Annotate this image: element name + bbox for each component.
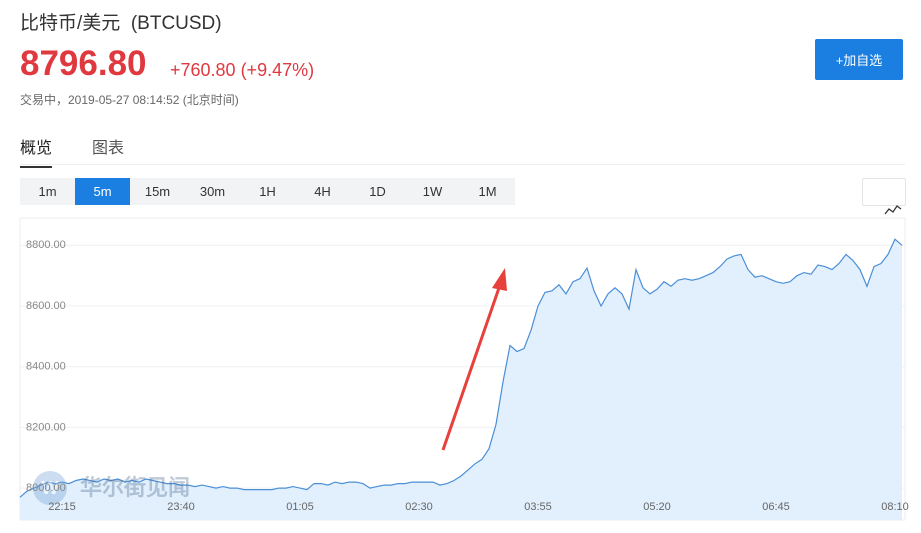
x-tick-label: 05:20 <box>643 501 671 513</box>
interval-button[interactable]: 5m <box>75 178 130 205</box>
interval-button[interactable]: 4H <box>314 184 331 199</box>
interval-button[interactable]: 1H <box>259 184 276 199</box>
interval-button[interactable]: 1D <box>369 184 386 199</box>
line <box>19 238 903 498</box>
status: 交易中，2019-05-27 08:14:52 (北京时间) <box>20 93 239 107</box>
y-tick-label: 8200.00 <box>26 421 66 433</box>
interval-button[interactable]: 1W <box>422 184 443 199</box>
watermark-text: 华尔街见闻 <box>80 475 190 500</box>
y-tick-label: 8800.00 <box>26 239 66 251</box>
x-tick-label: 08:10 <box>881 501 909 513</box>
y-tick-label: 8000.00 <box>26 482 66 494</box>
x-tick-label: 01:05 <box>286 501 314 513</box>
change: +760.80 (+9.47%) <box>170 60 315 80</box>
add-watchlist-button[interactable]: +加自选 <box>815 39 903 80</box>
x-tick-label: 23:40 <box>167 501 195 513</box>
svg-text:W: W <box>42 478 59 498</box>
watermark: W 华尔街见闻 <box>33 471 190 505</box>
interval-bar: 1m 5m 15m 30m 1H 4H 1D 1W 1M <box>20 178 515 205</box>
tab[interactable]: 概览 <box>20 134 53 168</box>
interval-button[interactable]: 15m <box>144 184 171 199</box>
icon <box>884 205 902 215</box>
interval-button[interactable]: 1m <box>38 184 57 199</box>
x-tick-label: 02:30 <box>405 501 433 513</box>
interval-button[interactable]: 1M <box>478 184 497 199</box>
x-tick-label: 22:15 <box>48 501 76 513</box>
x-tick-label: 03:55 <box>524 501 552 513</box>
price: 8796.80 <box>20 44 147 83</box>
y-tick-label: 8600.00 <box>26 300 66 312</box>
y-tick-label: 8400.00 <box>26 361 66 373</box>
x-tick-label: 06:45 <box>762 501 790 513</box>
title: 比特币/美元 (BTCUSD) <box>20 13 222 34</box>
annotation-arrow <box>441 268 507 451</box>
interval-button[interactable]: 30m <box>199 184 226 199</box>
chart-type-button[interactable] <box>862 178 906 215</box>
area <box>20 239 902 520</box>
tabs: 概览 图表 <box>20 130 905 168</box>
tab[interactable]: 图表 <box>92 140 125 157</box>
